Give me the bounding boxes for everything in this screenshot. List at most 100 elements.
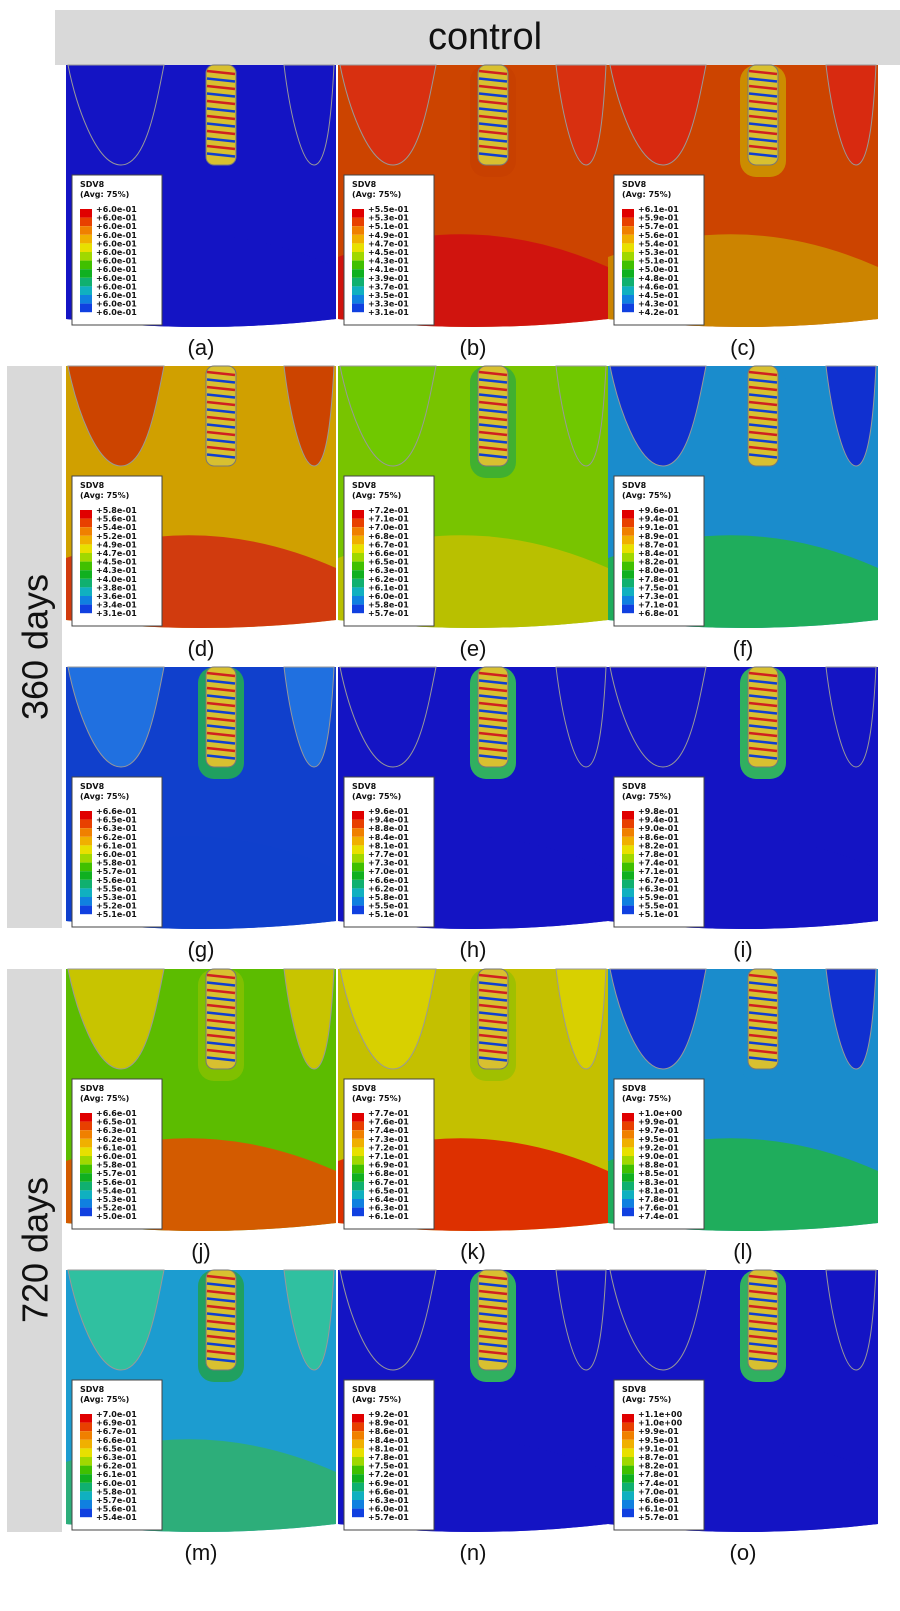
implant-thread xyxy=(206,709,236,715)
implant-thread xyxy=(478,1274,508,1281)
implant-thread xyxy=(478,1026,508,1032)
legend-label: +6.0e-01 xyxy=(96,214,137,223)
implant-thread xyxy=(478,1334,508,1341)
legend-swatch xyxy=(352,1448,364,1457)
implant-thread xyxy=(478,1304,508,1311)
legend-label: +6.3e-01 xyxy=(368,566,409,575)
legend-swatch xyxy=(80,217,92,227)
implant-thread xyxy=(478,107,508,113)
panel: SDV8(Avg: 75%)+6.6e-01+6.5e-01+6.3e-01+6… xyxy=(66,666,336,962)
legend-swatch xyxy=(80,596,92,605)
legend-label: +6.1e-01 xyxy=(96,1470,137,1479)
tooth xyxy=(67,64,165,166)
legend-swatch xyxy=(352,561,364,571)
legend-swatch xyxy=(622,226,634,235)
legend-swatch xyxy=(80,1482,92,1492)
implant-thread xyxy=(206,129,236,136)
legend-label: +5.2e-01 xyxy=(96,532,137,541)
implant-thread xyxy=(478,1349,508,1356)
row-label: 720 days xyxy=(15,1177,56,1323)
legend-swatch xyxy=(352,828,364,837)
implant-thread xyxy=(478,716,508,723)
legend-label: +7.3e-01 xyxy=(368,859,409,868)
legend-label: +5.1e-01 xyxy=(638,257,679,266)
implant-thread xyxy=(206,438,236,444)
legend-label: +3.1e-01 xyxy=(368,308,409,317)
implant-thread xyxy=(748,1304,778,1311)
implant-thread xyxy=(478,1282,508,1288)
legend-swatch xyxy=(622,888,634,897)
legend-swatch xyxy=(622,1181,634,1191)
legend-label: +8.1e-01 xyxy=(638,1186,679,1195)
implant-thread xyxy=(206,1334,236,1341)
implant-thread xyxy=(478,69,508,76)
legend-swatch xyxy=(622,1482,634,1492)
legend-label: +6.1e-01 xyxy=(368,1212,409,1221)
implant-thread xyxy=(206,415,236,422)
legend-swatch xyxy=(352,879,364,889)
legend-label: +6.7e-01 xyxy=(368,540,409,549)
implant-thread xyxy=(748,724,778,730)
legend-label: +7.2e-01 xyxy=(368,1470,409,1479)
implant-thread xyxy=(206,423,236,429)
legend-swatch xyxy=(80,1190,92,1199)
implant-thread xyxy=(478,1003,508,1010)
implant-thread xyxy=(748,739,778,745)
legend-label: +5.1e-01 xyxy=(638,910,679,919)
legend-swatch xyxy=(352,578,364,588)
legend-label: +3.8e-01 xyxy=(96,583,137,592)
legend-label: +5.8e-01 xyxy=(96,859,137,868)
implant-thread xyxy=(478,1297,508,1303)
legend-swatch xyxy=(622,260,634,270)
implant-thread xyxy=(748,400,778,407)
implant-thread xyxy=(748,423,778,429)
panel-caption: (d) xyxy=(188,636,215,661)
legend-subtitle: (Avg: 75%) xyxy=(80,792,129,801)
legend-label: +7.6e-01 xyxy=(638,1204,679,1213)
legend-swatch xyxy=(622,854,634,863)
legend-swatch xyxy=(80,1448,92,1457)
implant-thread xyxy=(478,981,508,987)
implant-thread xyxy=(748,92,778,98)
implant-thread xyxy=(748,1312,778,1318)
legend-label: +6.0e-01 xyxy=(368,592,409,601)
implant-thread xyxy=(206,107,236,113)
legend-title: SDV8 xyxy=(622,1084,647,1093)
legend-label: +6.3e-01 xyxy=(638,884,679,893)
implant-thread xyxy=(206,716,236,723)
panel: SDV8(Avg: 75%)+9.6e-01+9.4e-01+9.1e-01+8… xyxy=(608,365,878,661)
legend-swatch xyxy=(352,1207,364,1217)
legend-label: +9.1e-01 xyxy=(638,1444,679,1453)
tooth xyxy=(555,666,607,768)
legend-label: +7.0e-01 xyxy=(638,1487,679,1496)
legend-label: +5.9e-01 xyxy=(638,893,679,902)
legend-label: +6.3e-01 xyxy=(96,1453,137,1462)
legend-swatch xyxy=(352,277,364,287)
implant-thread xyxy=(478,1056,508,1062)
legend-label: +6.1e-01 xyxy=(368,583,409,592)
implant-thread xyxy=(478,709,508,715)
panel-caption: (m) xyxy=(185,1540,218,1565)
legend-label: +4.9e-01 xyxy=(96,540,137,549)
implant-thread xyxy=(748,1282,778,1288)
legend-swatch xyxy=(352,1508,364,1518)
implant-thread xyxy=(206,453,236,459)
legend-swatch xyxy=(352,1422,364,1432)
legend-subtitle: (Avg: 75%) xyxy=(80,190,129,199)
legend-swatch xyxy=(80,1181,92,1191)
legend-swatch xyxy=(352,286,364,295)
implant-thread xyxy=(478,1357,508,1363)
implant-thread xyxy=(206,701,236,708)
implant-thread xyxy=(748,671,778,678)
tooth xyxy=(339,1269,437,1371)
legend-label: +8.1e-01 xyxy=(368,841,409,850)
legend-subtitle: (Avg: 75%) xyxy=(352,792,401,801)
legend-swatch xyxy=(622,1164,634,1174)
legend-title: SDV8 xyxy=(622,782,647,791)
legend-swatch xyxy=(622,303,634,313)
legend-label: +6.5e-01 xyxy=(368,558,409,567)
implant-thread xyxy=(748,129,778,136)
legend-title: SDV8 xyxy=(80,1084,105,1093)
legend-swatch xyxy=(80,234,92,244)
legend-label: +4.7e-01 xyxy=(368,239,409,248)
